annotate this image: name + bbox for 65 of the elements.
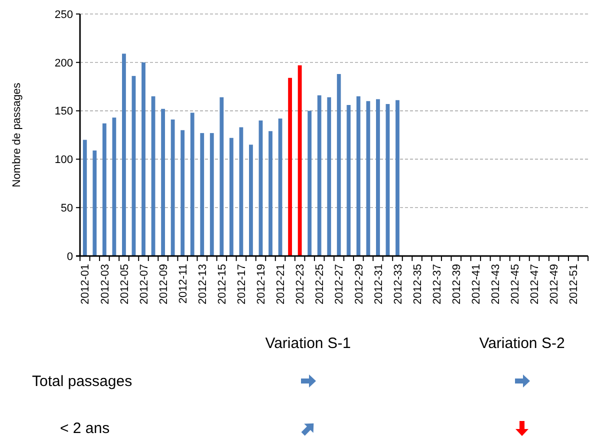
- bar: [122, 54, 126, 256]
- bar: [268, 131, 272, 256]
- x-tick-label: 2012-35: [412, 264, 424, 304]
- x-tick-label: 2012-43: [490, 264, 502, 304]
- bar: [102, 123, 106, 256]
- bar: [366, 101, 370, 256]
- x-tick-label: 2012-01: [80, 264, 92, 304]
- x-tick-label: 2012-09: [158, 264, 170, 304]
- x-tick-label: 2012-19: [256, 264, 268, 304]
- bar: [112, 118, 116, 256]
- x-tick-label: 2012-11: [177, 264, 190, 304]
- bar: [298, 65, 302, 256]
- bar: [210, 133, 214, 256]
- bar: [142, 62, 146, 256]
- text: Variation S-2: [479, 335, 565, 352]
- y-tick-label: 100: [54, 154, 73, 166]
- x-tick-label: 2012-21: [275, 264, 288, 304]
- y-tick-label: 150: [54, 106, 73, 118]
- bar: [376, 99, 380, 256]
- x-tick-label: 2012-29: [353, 264, 366, 304]
- x-tick-label: 2012-25: [314, 264, 326, 304]
- x-tick-label: 2012-37: [431, 264, 444, 304]
- x-tick-label: 2012-07: [138, 264, 150, 304]
- y-tick-label: 200: [54, 57, 73, 70]
- x-tick-label: 2012-31: [372, 264, 385, 304]
- x-tick-label: 2012-03: [99, 264, 112, 304]
- bar: [249, 144, 253, 256]
- bar: [346, 104, 351, 256]
- bar: [356, 96, 360, 256]
- y-tick-label: 50: [60, 202, 73, 214]
- bar: [288, 78, 292, 256]
- bar: [220, 97, 224, 256]
- bar: [82, 140, 87, 256]
- x-tick-label: 2012-49: [548, 264, 561, 304]
- x-tick-label: 2012-41: [470, 264, 483, 304]
- bar: [336, 74, 341, 256]
- bar: [180, 130, 185, 256]
- x-tick-label: 2012-17: [236, 264, 248, 304]
- x-tick-label: 2012-47: [529, 264, 542, 304]
- bar: [239, 127, 244, 256]
- bar: [170, 120, 175, 256]
- x-tick-label: 2012-27: [334, 264, 346, 304]
- bar: [190, 112, 194, 256]
- y-tick-label: 250: [54, 8, 73, 21]
- text: Total passages: [32, 373, 132, 390]
- text: Variation S-1: [265, 335, 351, 352]
- x-tick-label: 2012-15: [216, 264, 229, 304]
- bar: [317, 95, 322, 256]
- y-axis-title: Nombre de passages: [10, 82, 23, 188]
- x-tick-label: 2012-33: [392, 264, 404, 304]
- x-tick-label: 2012-13: [196, 264, 209, 304]
- bar: [308, 110, 312, 256]
- bar: [161, 108, 165, 256]
- x-tick-label: 2012-45: [510, 264, 522, 304]
- bar: [396, 100, 400, 256]
- bar: [200, 133, 204, 256]
- x-tick-label: 2012-39: [450, 264, 463, 304]
- x-tick-label: 2012-23: [294, 264, 307, 304]
- y-tick-label: 0: [66, 250, 73, 263]
- bar: [229, 138, 234, 256]
- x-tick-label: 2012-51: [568, 264, 580, 304]
- bar: [92, 150, 97, 256]
- bar: [327, 97, 332, 256]
- x-tick-label: 2012-05: [118, 264, 131, 304]
- text: < 2 ans: [60, 420, 110, 437]
